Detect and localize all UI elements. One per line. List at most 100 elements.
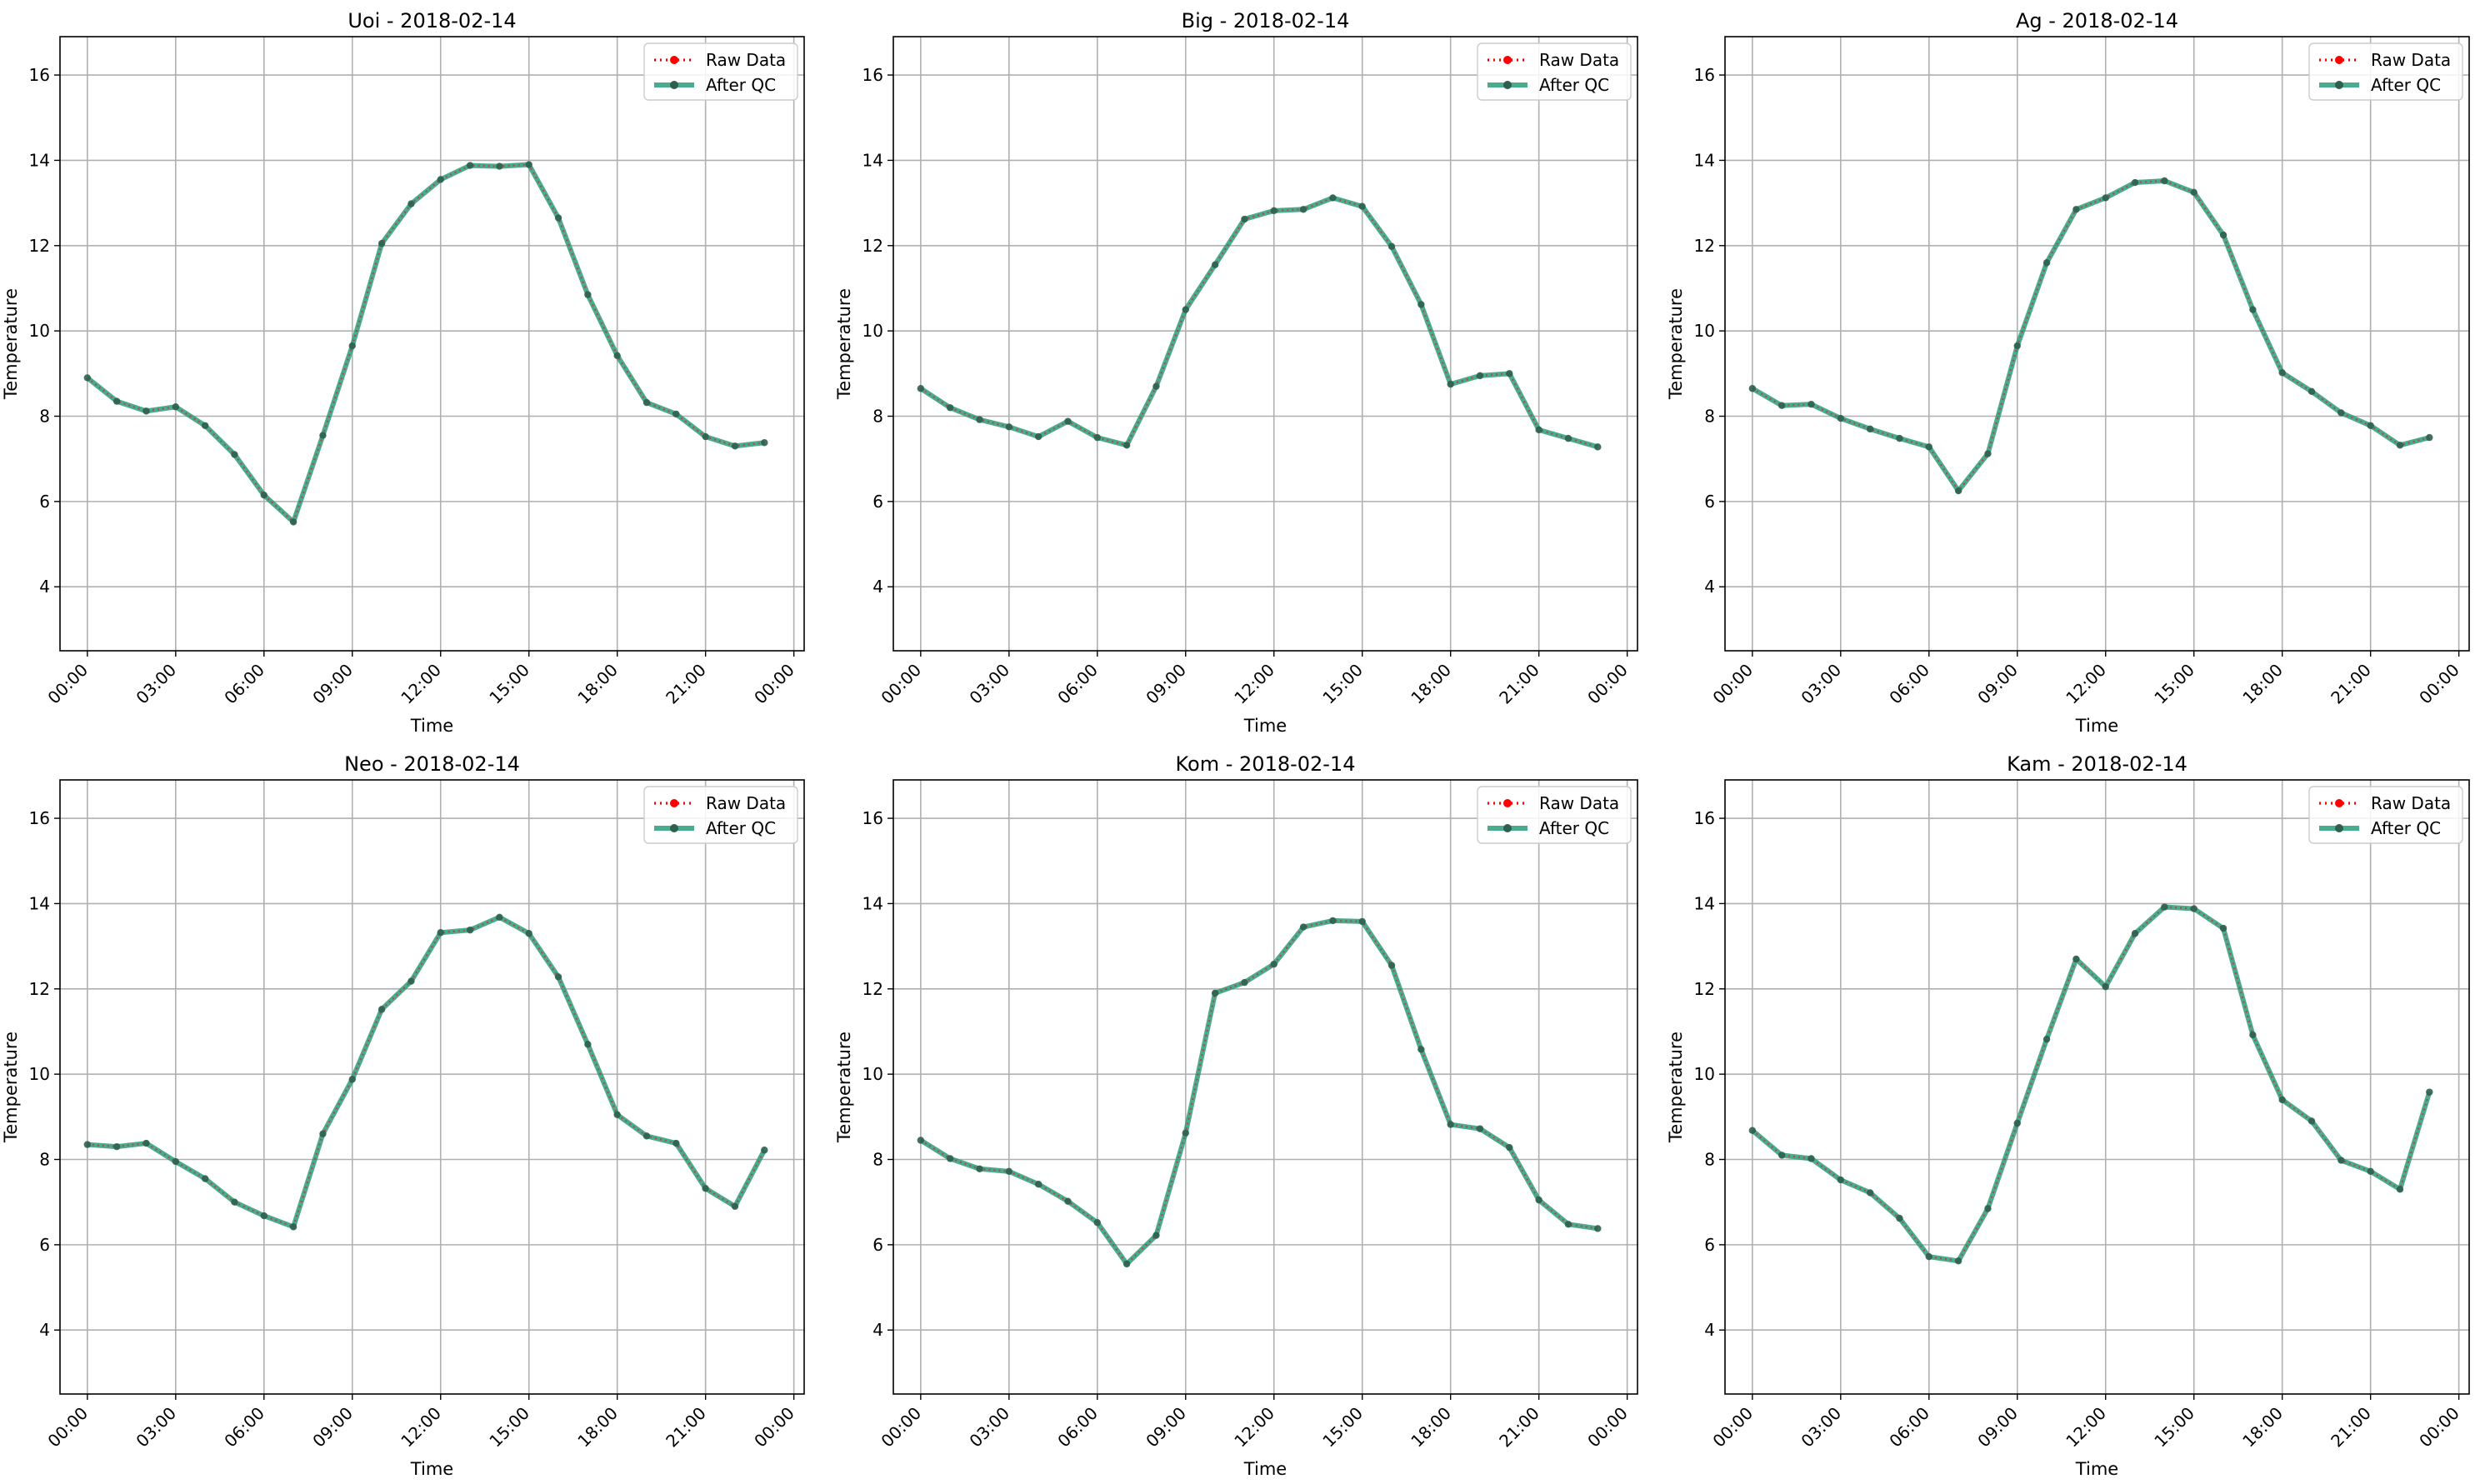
y-tick-label: 10 <box>29 1064 50 1084</box>
data-point <box>1837 1176 1845 1184</box>
x-tick-label: 21:00 <box>1495 1403 1543 1452</box>
y-tick-label: 12 <box>29 236 50 256</box>
data-point <box>2190 188 2198 197</box>
series-line-raw-data <box>1752 906 2431 1262</box>
legend: Raw Data After QC <box>643 786 798 844</box>
data-point <box>142 1139 150 1147</box>
y-axis-label: Temperature <box>1 1032 21 1143</box>
data-point <box>1594 443 1602 451</box>
data-point <box>1122 442 1131 449</box>
data-point <box>613 352 621 360</box>
data-point <box>2308 1117 2316 1125</box>
data-point <box>1506 1143 1513 1152</box>
x-tick-label: 03:00 <box>1797 1403 1845 1452</box>
x-axis-label: Time <box>1243 1459 1287 1479</box>
data-point <box>1866 425 1874 433</box>
data-point <box>1925 443 1932 451</box>
series-line-raw-data <box>1752 179 2430 492</box>
data-point <box>1329 194 1337 202</box>
y-tick-label: 10 <box>1694 1064 1715 1084</box>
legend: Raw Data After QC <box>2308 786 2463 844</box>
legend-label-raw-data: Raw Data <box>706 793 786 813</box>
x-tick-label: 00:00 <box>1708 660 1757 708</box>
legend: Raw Data After QC <box>1477 786 1632 844</box>
subplot-title: Ag - 2018-02-14 <box>2016 9 2178 32</box>
data-point <box>525 930 532 937</box>
data-point <box>319 432 327 439</box>
data-point <box>702 1185 709 1192</box>
series-line-after-qc <box>919 195 1599 450</box>
data-point <box>378 240 386 247</box>
data-point <box>1241 978 1248 987</box>
y-tick-label: 8 <box>1704 407 1715 427</box>
data-point <box>1447 1121 1454 1128</box>
axes-frame <box>892 36 1638 652</box>
subplot-title: Neo - 2018-02-14 <box>344 752 520 776</box>
data-point <box>946 1155 954 1162</box>
data-point <box>1299 923 1308 931</box>
y-tick-label: 6 <box>872 492 883 512</box>
y-tick-label: 8 <box>39 1150 50 1170</box>
data-point <box>1005 423 1013 431</box>
data-point <box>976 1165 983 1172</box>
data-point <box>2426 1088 2433 1096</box>
data-point <box>83 1141 92 1148</box>
subplot-2: 00:00 03:00 06:00 09:00 12:00 15:00 18:00 21:00… <box>834 9 1638 736</box>
subplot-4: 00:00 03:00 06:00 09:00 12:00 15:00 18:00 21:00… <box>1 752 805 1479</box>
data-point <box>642 398 651 407</box>
axes-frame <box>1724 36 2470 652</box>
data-point <box>613 1111 621 1118</box>
y-tick-label: 16 <box>862 808 883 828</box>
data-point <box>917 385 925 392</box>
data-point <box>1506 370 1513 377</box>
y-tick-label: 6 <box>1704 492 1715 512</box>
x-tick-label: 15:00 <box>2150 1403 2198 1452</box>
y-axis-label: Temperature <box>1666 1032 1686 1143</box>
data-point <box>1866 1189 1874 1197</box>
y-tick-label: 6 <box>39 1235 50 1255</box>
x-tick-label: 21:00 <box>1495 660 1543 708</box>
plot-area <box>1725 780 2469 1394</box>
y-tick-label: 12 <box>1694 236 1715 256</box>
data-point <box>2072 955 2080 963</box>
x-tick-label: 03:00 <box>1797 660 1845 708</box>
data-point <box>1093 1219 1101 1227</box>
data-point <box>584 1041 592 1048</box>
data-point <box>496 162 503 170</box>
x-tick-label: 09:00 <box>308 660 357 708</box>
data-point <box>2367 422 2374 429</box>
x-tick-label: 18:00 <box>2238 660 2287 708</box>
y-tick-label: 14 <box>29 893 50 913</box>
data-point <box>2219 924 2228 932</box>
data-point <box>1748 1127 1757 1134</box>
data-point <box>554 214 562 222</box>
data-point <box>1064 417 1072 425</box>
x-tick-label: 06:00 <box>220 660 268 708</box>
x-tick-label: 15:00 <box>485 660 533 708</box>
x-tick-label: 18:00 <box>573 660 622 708</box>
data-point <box>1564 1221 1572 1228</box>
y-tick-label: 4 <box>872 577 883 597</box>
data-point <box>1358 917 1366 926</box>
axes-frame <box>59 36 805 652</box>
data-point <box>2426 433 2433 442</box>
x-tick-label: 21:00 <box>662 660 710 708</box>
data-point <box>408 200 415 207</box>
data-point <box>1152 382 1160 390</box>
x-tick-label: 15:00 <box>1318 660 1367 708</box>
data-point <box>348 342 356 350</box>
y-tick-label: 4 <box>39 1320 50 1340</box>
legend-marker-after-qc <box>670 81 678 89</box>
legend: Raw Data After QC <box>2308 42 2463 101</box>
axes-frame <box>892 779 1638 1395</box>
plot-area <box>60 37 804 651</box>
legend-marker-after-qc <box>2335 824 2343 832</box>
data-point <box>1064 1197 1072 1205</box>
data-point <box>2396 442 2404 449</box>
legend-marker-raw-data <box>1503 799 1512 807</box>
legend-marker-after-qc <box>670 824 678 832</box>
x-tick-label: 09:00 <box>1973 660 2022 708</box>
legend-label-after-qc: After QC <box>2371 75 2441 95</box>
data-point <box>466 162 474 169</box>
